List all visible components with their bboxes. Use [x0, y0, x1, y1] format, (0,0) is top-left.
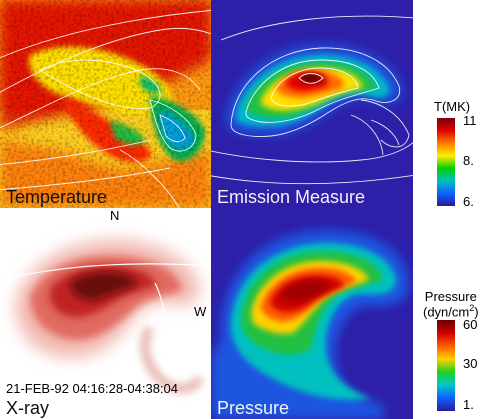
temperature-colorbar-title: T(MK)	[434, 99, 471, 114]
xray-panel-label: X-ray	[6, 398, 50, 418]
temperature-colorbar	[437, 118, 455, 206]
temperature-panel-label: Temperature	[6, 187, 108, 207]
west-label: W	[194, 304, 207, 319]
temperature-tick-min: 6.	[463, 194, 474, 209]
temperature-map: Temperature	[0, 0, 211, 208]
xray-map: N W X-ray	[0, 208, 211, 419]
emission-measure-panel-label: Emission Measure	[217, 187, 366, 207]
pressure-colorbar-title: Pressure (dyn/cm2)	[423, 290, 479, 319]
pressure-colorbar-title-line1: Pressure	[424, 289, 477, 304]
pressure-colorbar-units: (dyn/cm2)	[423, 302, 479, 319]
pressure-map: Pressure	[211, 208, 413, 419]
pressure-colorbar	[437, 320, 455, 411]
temperature-tick-mid: 8.	[463, 153, 474, 168]
temperature-tick-max: 11	[463, 113, 477, 128]
north-label: N	[110, 208, 120, 223]
pressure-panel-label: Pressure	[217, 398, 290, 418]
emission-measure-map: Emission Measure	[211, 0, 413, 208]
pressure-tick-max: 60	[463, 317, 478, 332]
observation-time-range: 21-FEB-92 04:16:28-04:38:04	[6, 381, 179, 396]
pressure-tick-mid: 30	[463, 356, 478, 371]
pressure-tick-min: 1.	[463, 397, 474, 412]
